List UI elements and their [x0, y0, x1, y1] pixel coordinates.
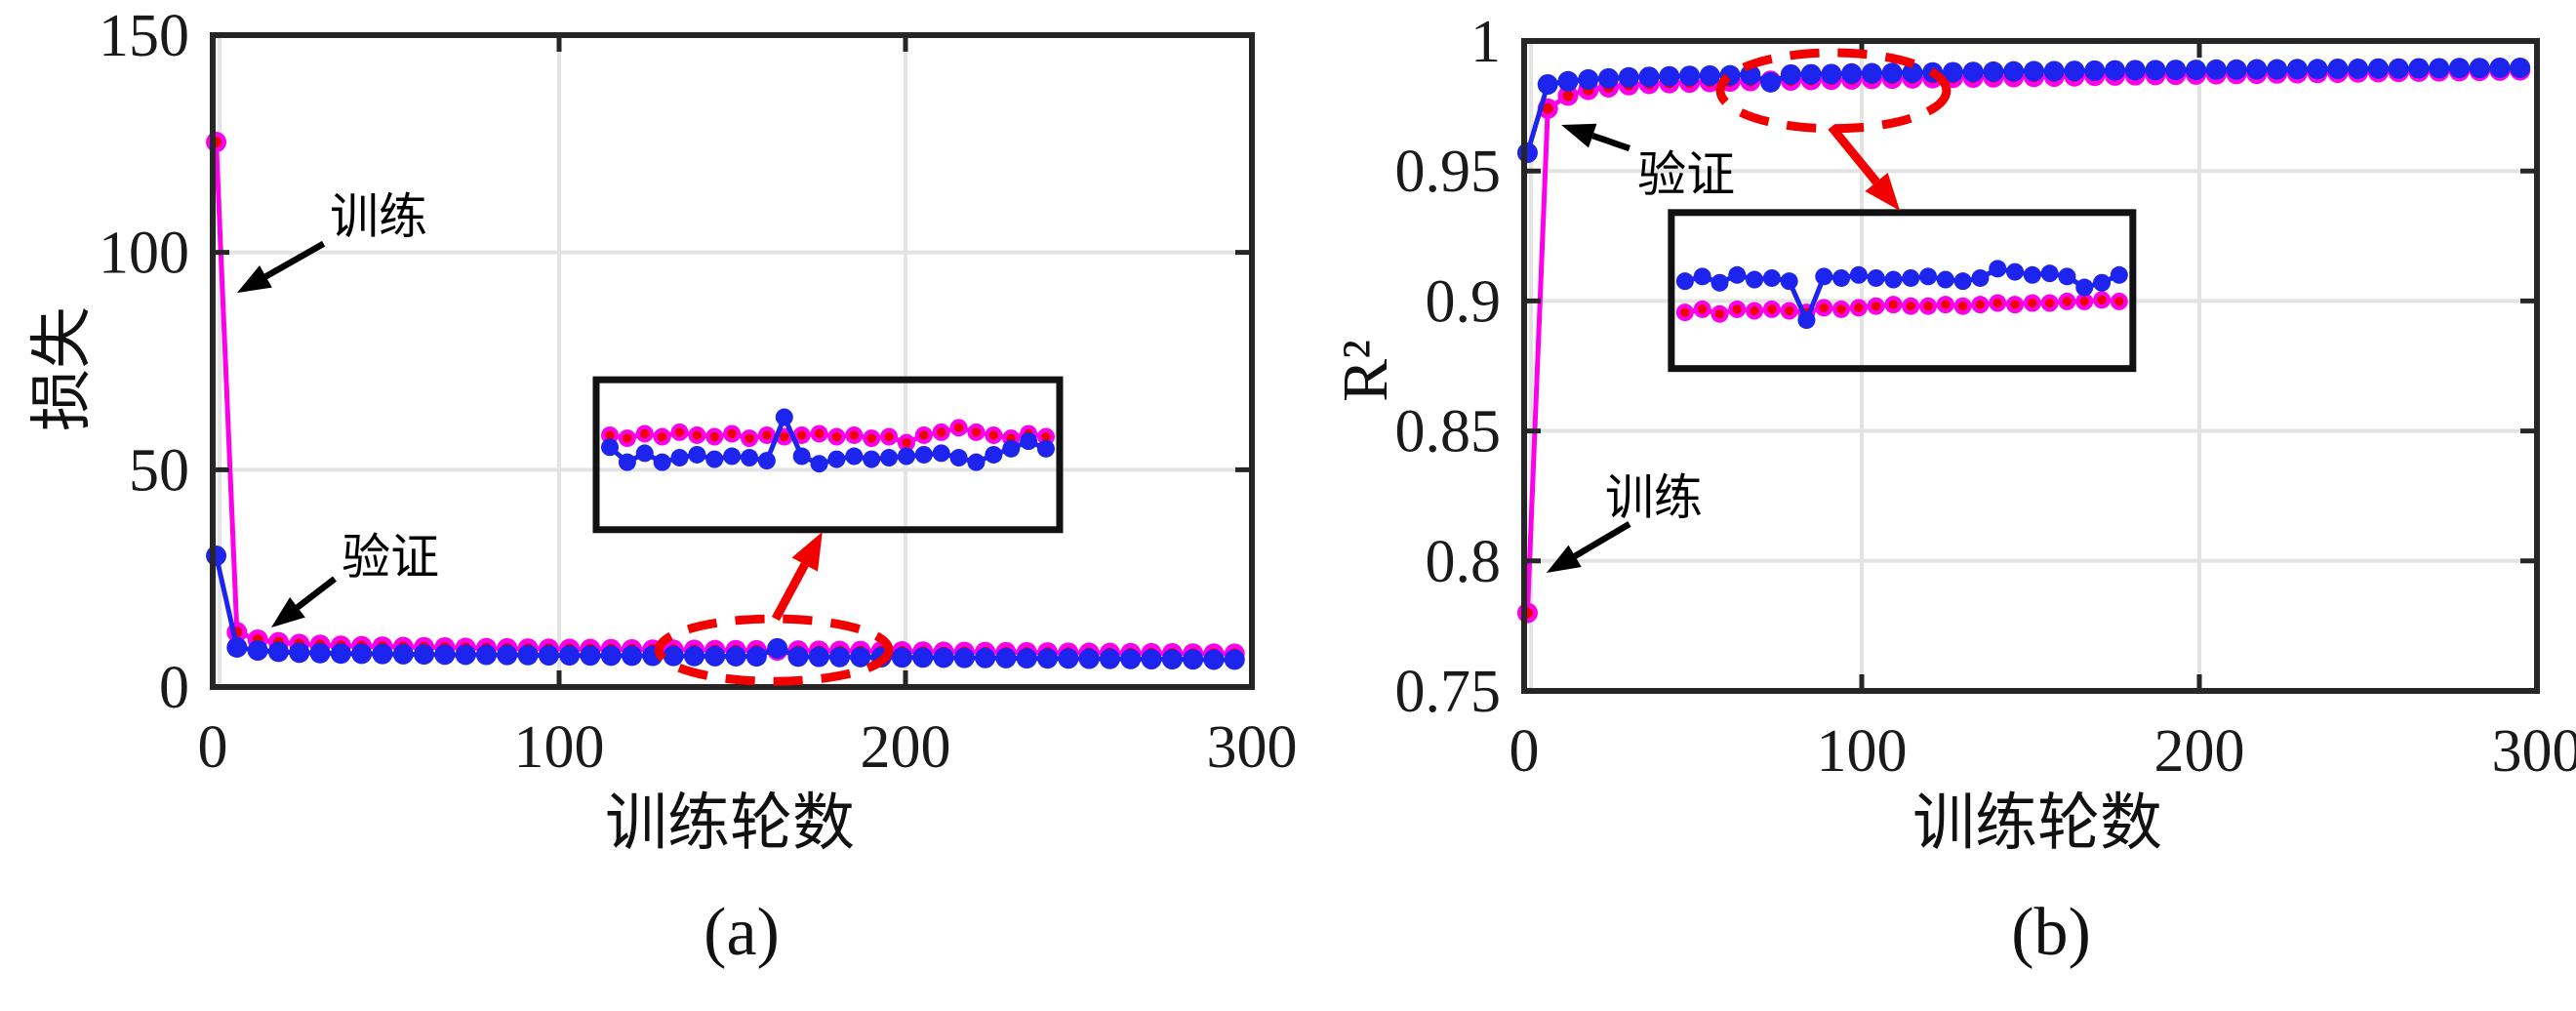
svg-text:100: 100: [1817, 718, 1908, 785]
panel-b-r2-tick-labels: 0 100 200 300 0.75 0.8 0.85 0.9 0.95 1: [1395, 9, 2576, 785]
annotation-validation-a: 验证: [342, 528, 440, 586]
panel-panel-b-r2: 0 100 200 300 0.75 0.8 0.85 0.9 0.95 1: [1395, 9, 2576, 785]
panel-b-r2-zoom-arrow: [1828, 124, 1901, 211]
panel-b-r2-axes: [1521, 38, 2540, 694]
panel-b-r2-annotation-arrow-0: [1561, 123, 1631, 152]
annotation-train-a: 训练: [330, 188, 428, 246]
panel-b-r2-highlight-ellipse: [1715, 48, 1952, 134]
panel-a-loss-annotation-arrow-1: [270, 576, 337, 627]
y-axis-label-r2: R²: [1330, 340, 1401, 402]
panel-a-loss-zoom-inset: [592, 376, 1064, 534]
svg-text:0: 0: [198, 714, 228, 781]
svg-text:150: 150: [99, 3, 189, 69]
subfigure-caption-b: (b): [2011, 895, 2091, 970]
y-axis-label-loss: 损失: [26, 306, 99, 431]
x-axis-label-epochs-b: 训练轮数: [1912, 788, 2162, 860]
panel-b-r2-annotation-arrow-1: [1546, 521, 1631, 574]
annotation-validation-b: 验证: [1637, 146, 1736, 204]
panel-a-loss-annotation-arrow-0: [236, 240, 326, 294]
svg-text:0: 0: [159, 655, 189, 721]
svg-text:300: 300: [2492, 718, 2576, 785]
svg-text:50: 50: [129, 437, 189, 504]
svg-text:200: 200: [861, 714, 951, 781]
svg-text:0.8: 0.8: [1426, 529, 1502, 595]
panel-a-loss-axes: [210, 32, 1255, 690]
svg-text:0.95: 0.95: [1395, 139, 1502, 205]
svg-text:300: 300: [1207, 714, 1298, 781]
panel-panel-a-loss: 0 100 200 300 0 50 100 150: [99, 3, 1298, 781]
svg-text:0.9: 0.9: [1426, 268, 1502, 335]
svg-text:0.75: 0.75: [1395, 659, 1502, 725]
annotation-train-b: 训练: [1604, 468, 1703, 526]
svg-text:100: 100: [99, 221, 189, 287]
svg-text:1: 1: [1470, 9, 1501, 75]
svg-text:100: 100: [514, 714, 605, 781]
svg-text:200: 200: [2154, 718, 2245, 785]
panel-b-r2-series: [1516, 57, 2531, 624]
panel-a-loss-grid: [213, 33, 1254, 689]
subfigure-caption-a: (a): [704, 895, 780, 970]
panel-a-loss-tick-labels: 0 100 200 300 0 50 100 150: [99, 3, 1298, 781]
panel-a-loss-highlight-ellipse: [654, 614, 894, 686]
svg-text:0: 0: [1509, 718, 1540, 785]
svg-text:0.85: 0.85: [1395, 399, 1502, 465]
x-axis-label-epochs-a: 训练轮数: [605, 788, 855, 860]
panel-a-loss-zoom-arrow: [771, 532, 823, 622]
panel-b-r2-zoom-inset: [1668, 209, 2137, 373]
